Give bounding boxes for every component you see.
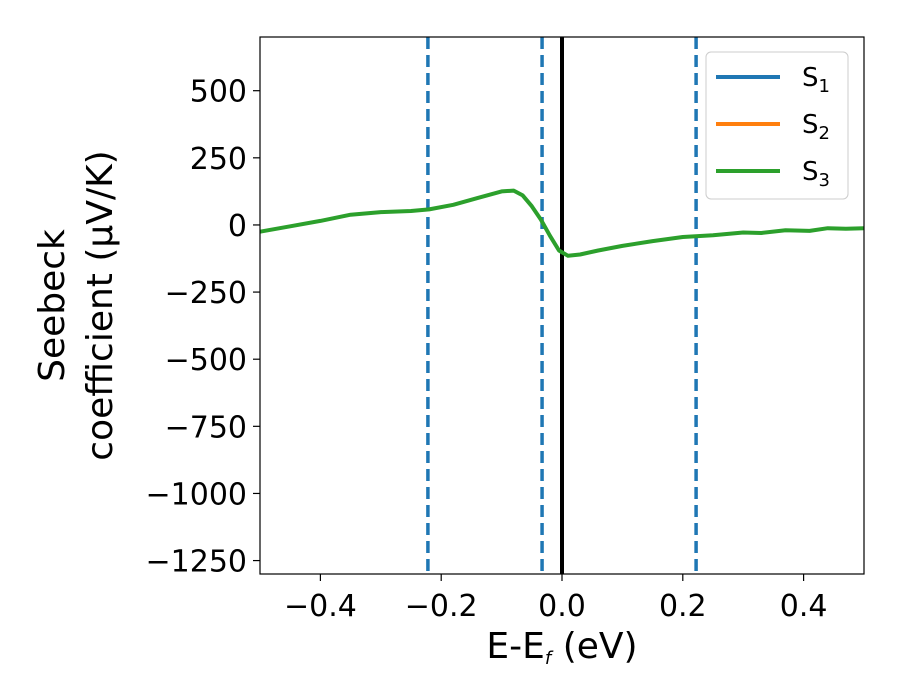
y-tick-label: 250 [190,142,247,177]
y-tick-label: −250 [165,276,247,311]
x-axis-title: E-Ef (eV) [486,626,637,669]
y-tick-label: −1000 [146,477,247,512]
x-tick-label: 0.0 [538,589,586,624]
y-tick-label: 500 [190,75,247,110]
x-tick-label: 0.2 [659,589,707,624]
legend: S1 S2 S3 [705,51,849,200]
y-tick-label: −750 [165,410,247,445]
y-axis-title-line1: Seebeck [32,229,73,382]
x-tick-label: −0.4 [284,589,357,624]
legend-label-s2: S2 [802,110,830,144]
x-tick-label: 0.4 [780,589,828,624]
x-tick-label: −0.2 [405,589,478,624]
y-tick-label: 0 [228,209,247,244]
y-tick-label: −1250 [146,545,247,580]
vertical-lines [426,37,698,574]
y-axis-title: Seebeck coefficient (μV/K) [32,150,121,460]
y-tick-label: −500 [165,343,247,378]
x-axis-ticks: −0.4 −0.2 0.0 0.2 0.4 [284,574,827,624]
legend-label-s1: S1 [802,63,830,97]
y-axis-title-line2: coefficient (μV/K) [80,150,121,460]
seebeck-curve-line [259,188,865,258]
legend-label-s3: S3 [802,157,830,191]
y-axis-ticks: 500 250 0 −250 −500 −750 −1000 −1250 [146,75,260,580]
